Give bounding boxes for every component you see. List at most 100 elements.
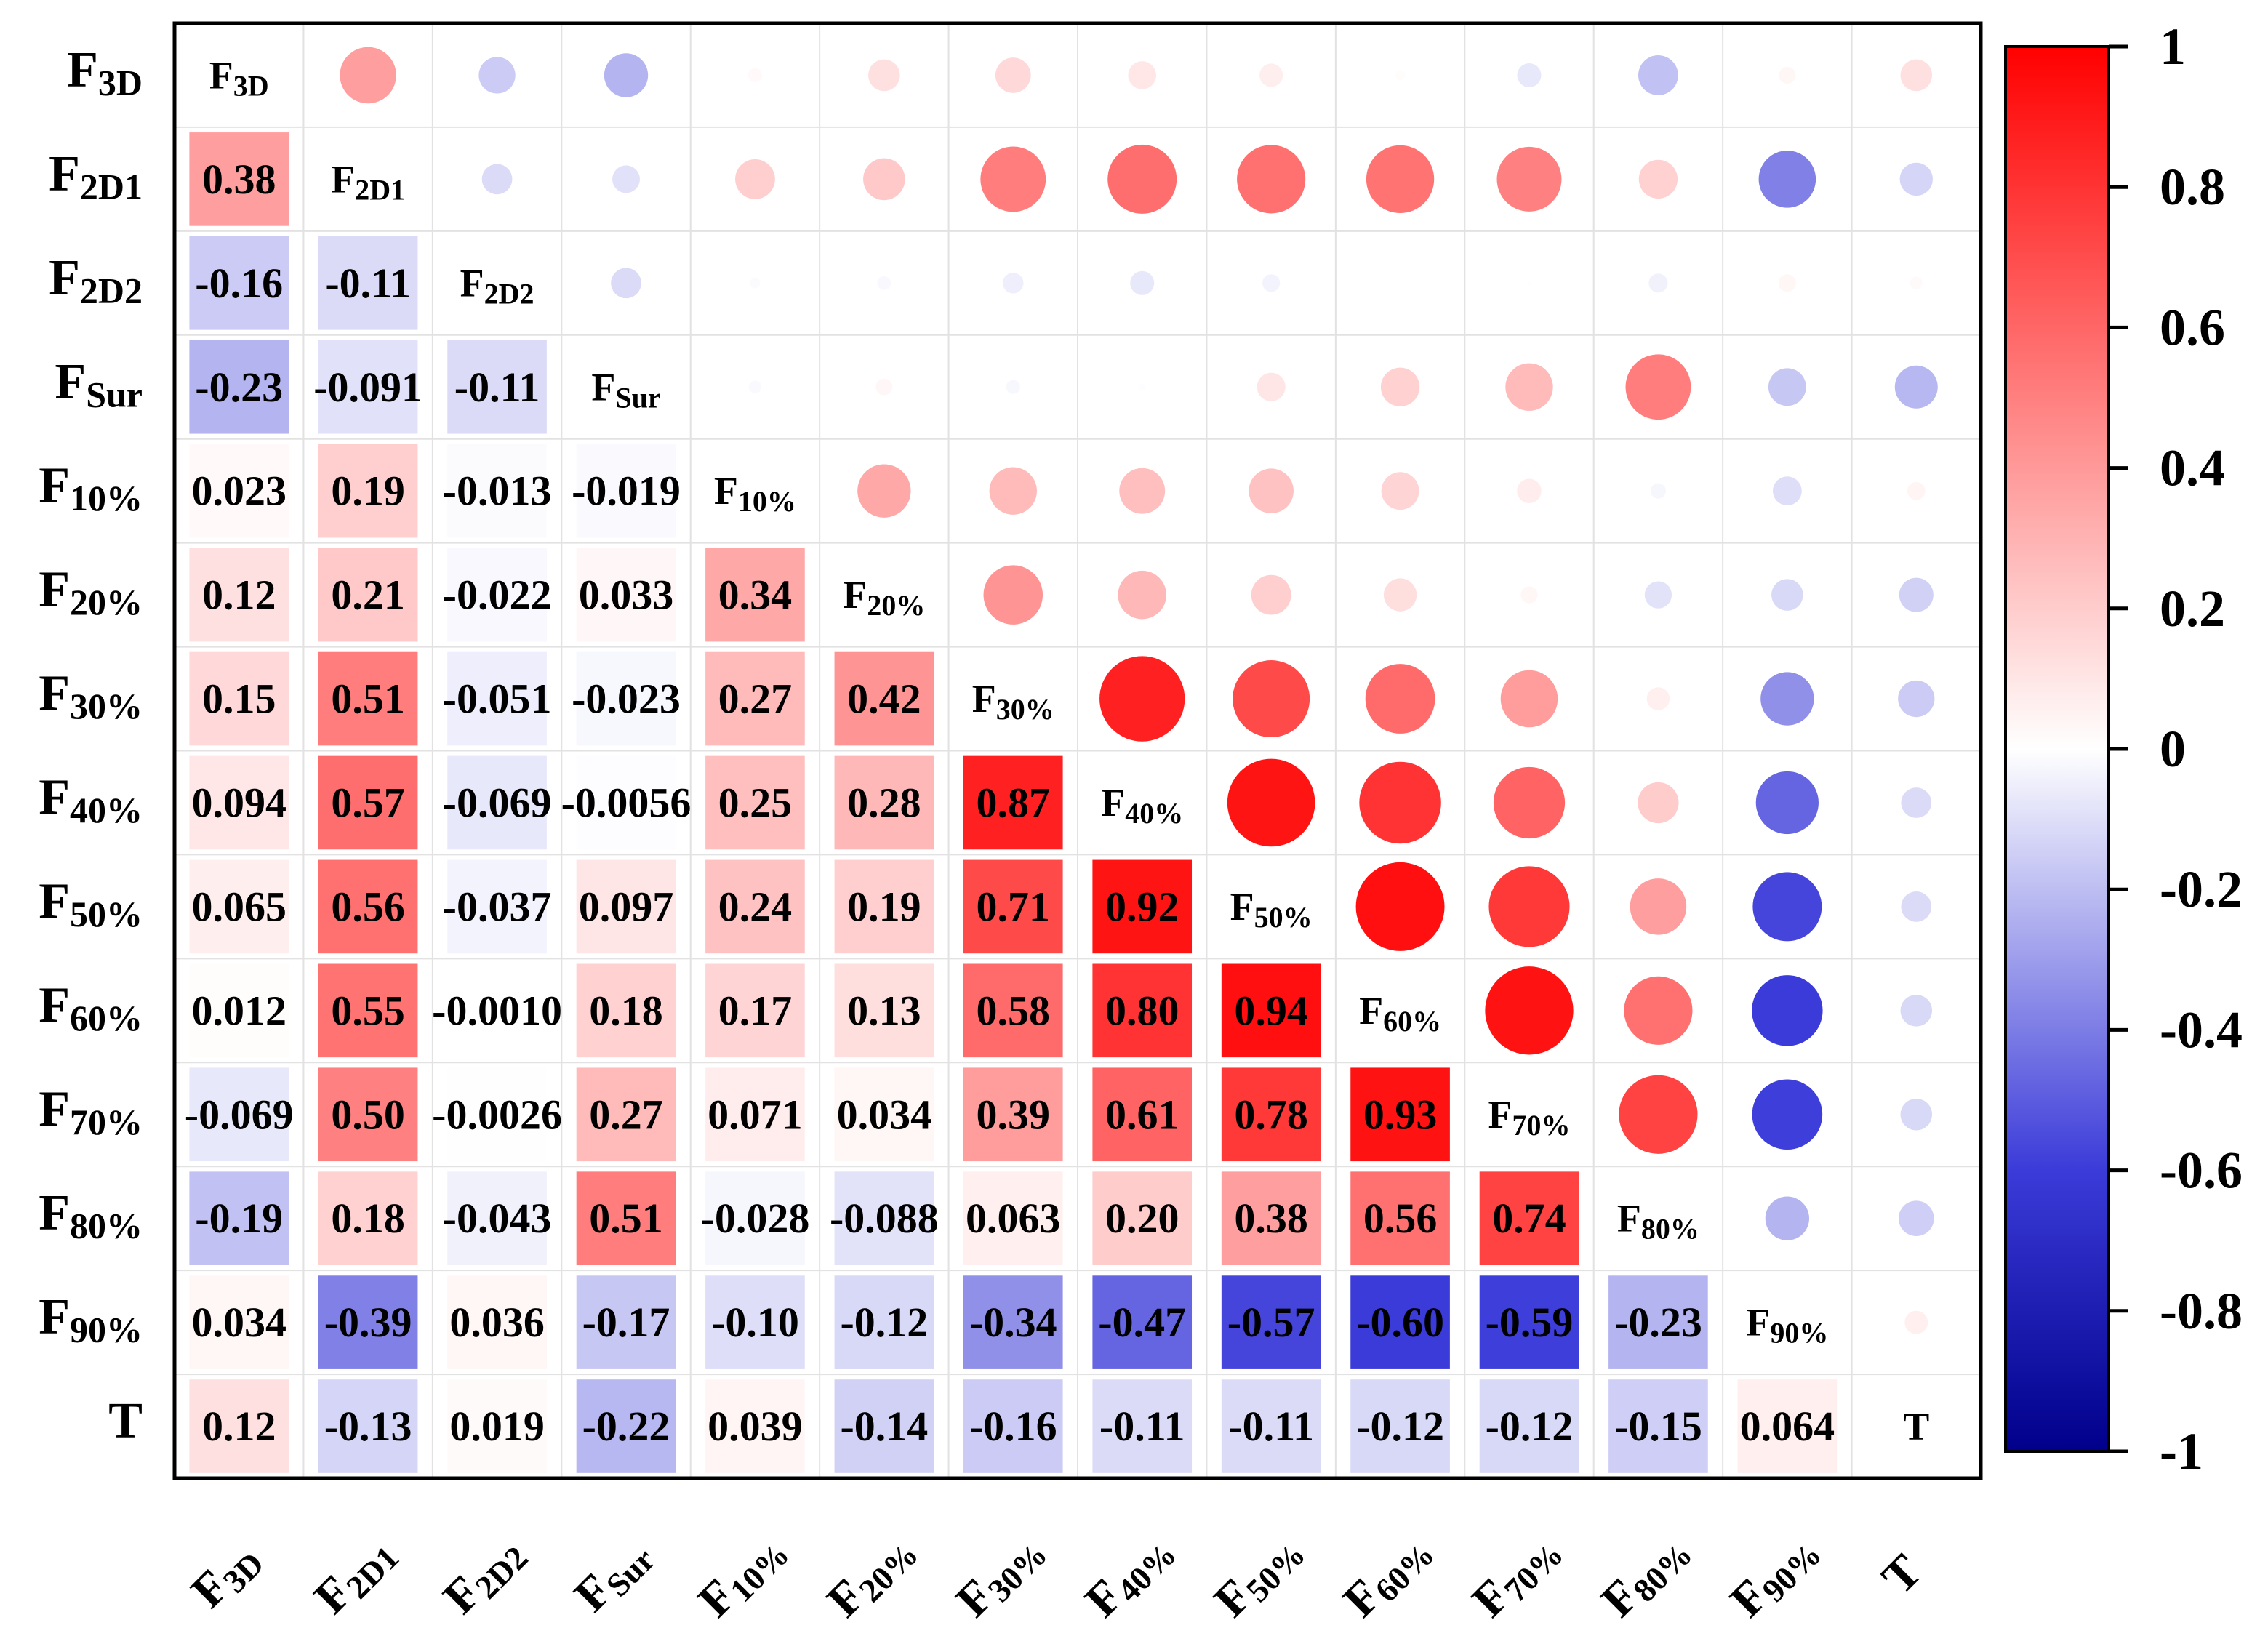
- cell-value-label: 0.78: [1234, 1091, 1308, 1138]
- cell-value-label: -0.17: [582, 1299, 670, 1346]
- cell-value-label: -0.013: [443, 468, 552, 515]
- cell-square: [189, 1171, 289, 1265]
- cell-square: [447, 1171, 547, 1265]
- diagonal-label-f-60pct: F60%: [1359, 989, 1441, 1038]
- cell-square: [1608, 1379, 1708, 1473]
- cell-circle: [1900, 995, 1933, 1027]
- cell-square: [834, 755, 934, 850]
- cell-circle: [1625, 354, 1691, 420]
- cell-square: [318, 444, 418, 538]
- y-axis-label-f-30pct: F30%: [39, 665, 143, 727]
- x-axis-label-f-10pct: F10%: [688, 1521, 796, 1629]
- cell-value-label: -0.60: [1356, 1299, 1444, 1346]
- cell-square: [834, 1379, 934, 1473]
- cell-circle: [980, 146, 1046, 212]
- cell-square: [447, 1275, 547, 1369]
- cell-value-label: 0.13: [847, 987, 921, 1034]
- cell-circle: [1638, 55, 1678, 95]
- cell-value-label: -0.13: [324, 1403, 412, 1450]
- cell-square: [963, 1275, 1063, 1369]
- cell-square: [1221, 1067, 1321, 1162]
- cell-square: [705, 651, 805, 746]
- y-axis-label-f-2d1: F2D1: [49, 145, 143, 207]
- diagonal-label-f-10pct: F10%: [714, 469, 796, 518]
- cell-value-label: 0.18: [331, 1195, 405, 1242]
- colorbar-tick-label: -0.8: [2160, 1282, 2243, 1340]
- cell-value-label: 0.18: [589, 987, 663, 1034]
- cell-value-label: -0.019: [572, 468, 681, 515]
- cell-square: [318, 651, 418, 746]
- cell-circle: [1398, 281, 1402, 285]
- x-axis-label-f-3d: F3D: [181, 1531, 271, 1620]
- colorbar-gradient: [2004, 45, 2110, 1453]
- cell-value-label: -0.043: [443, 1195, 552, 1242]
- cell-circle: [1644, 581, 1672, 609]
- cell-circle: [1500, 670, 1558, 728]
- x-axis-label-f-sur: FSur: [564, 1527, 662, 1624]
- cell-value-label: 0.012: [191, 987, 286, 1034]
- cell-square: [576, 859, 676, 954]
- cell-circle: [983, 565, 1043, 625]
- cell-value-label: 0.19: [331, 468, 405, 515]
- cell-square: [1221, 1171, 1321, 1265]
- cell-circle: [1099, 656, 1185, 742]
- cell-circle: [1526, 281, 1532, 286]
- cell-square: [318, 340, 418, 434]
- cell-circle: [1910, 276, 1923, 289]
- cell-circle: [1624, 976, 1693, 1045]
- cell-circle: [1130, 270, 1155, 295]
- diagonal-label-f-90pct: F90%: [1746, 1301, 1828, 1350]
- cell-square: [705, 1067, 805, 1162]
- cell-circle: [1128, 61, 1156, 89]
- cell-circle: [748, 380, 762, 393]
- cell-value-label: 0.27: [718, 675, 793, 723]
- cell-square: [963, 1379, 1063, 1473]
- cell-value-label: 0.033: [579, 572, 674, 619]
- cell-square: [1092, 1067, 1193, 1162]
- cell-circle: [1237, 145, 1306, 214]
- cell-value-label: -0.23: [195, 364, 283, 411]
- cell-value-label: -0.11: [325, 260, 411, 307]
- x-axis-label-f-20pct: F20%: [817, 1521, 925, 1629]
- diagonal-label-f-20pct: F20%: [843, 573, 925, 622]
- cell-value-label: 0.92: [1105, 883, 1179, 930]
- cell-square: [576, 1067, 676, 1162]
- cell-circle: [1904, 1310, 1928, 1334]
- cell-square: [447, 755, 547, 850]
- diagonal-label-f-80pct: F80%: [1617, 1197, 1699, 1246]
- cell-square: [834, 1171, 934, 1265]
- cell-square: [318, 1379, 418, 1473]
- cell-circle: [481, 164, 513, 195]
- matrix-cells: F3D 0.38 F2D1 -0.16 -0.11 F2D2 -0.23 -0.091 -0.1…: [185, 47, 1938, 1473]
- cell-circle: [1259, 63, 1283, 87]
- cell-circle: [1359, 761, 1441, 844]
- y-axis-label-f-50pct: F50%: [39, 873, 143, 934]
- cell-square: [1737, 1379, 1838, 1473]
- cell-square: [705, 859, 805, 954]
- cell-circle: [1638, 159, 1678, 199]
- cell-value-label: -0.091: [313, 364, 422, 411]
- cell-value-label: -0.57: [1227, 1299, 1315, 1346]
- cell-circle: [1505, 363, 1553, 411]
- cell-value-label: 0.019: [449, 1403, 545, 1450]
- cell-value-label: -0.12: [840, 1299, 928, 1346]
- cell-circle: [1251, 574, 1291, 615]
- cell-square: [318, 755, 418, 850]
- cell-value-label: 0.28: [847, 779, 921, 826]
- y-axis-label-f-3d: F3D: [67, 41, 143, 103]
- cell-square: [318, 548, 418, 642]
- cell-value-label: 0.25: [718, 779, 793, 826]
- cell-value-label: -0.10: [711, 1299, 799, 1346]
- cell-square: [963, 1171, 1063, 1265]
- cell-square: [576, 548, 676, 642]
- colorbar-tick-label: 0.2: [2160, 580, 2225, 638]
- cell-circle: [1650, 483, 1666, 499]
- cell-value-label: -0.15: [1614, 1403, 1702, 1450]
- cell-value-label: 0.034: [191, 1299, 286, 1346]
- cell-value-label: 0.61: [1105, 1091, 1179, 1138]
- cell-circle: [1900, 59, 1933, 92]
- cell-value-label: -0.11: [1099, 1403, 1185, 1450]
- cell-square: [189, 132, 289, 226]
- diagonal-label-f-2d1: F2D1: [331, 157, 405, 206]
- cell-circle: [1257, 372, 1286, 401]
